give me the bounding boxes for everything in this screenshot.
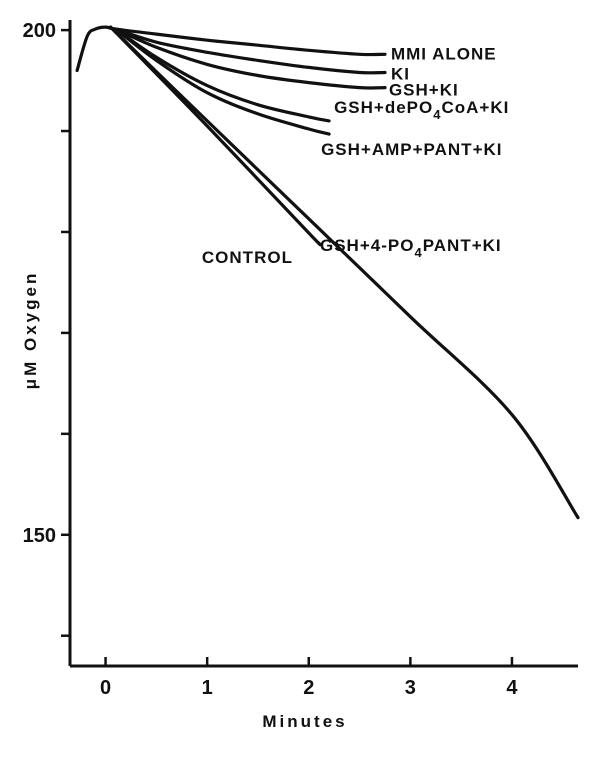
series-line-6 xyxy=(109,25,322,247)
series-label-6: CONTROL xyxy=(202,248,293,267)
series-label-4: GSH+AMP+PANT+KI xyxy=(321,140,502,159)
series-lines xyxy=(75,25,580,520)
series-line-1 xyxy=(114,27,387,75)
tick-labels: 150 200 0 1 2 3 4 xyxy=(23,20,519,699)
series-line-3 xyxy=(114,27,331,123)
x-tick-label: 0 xyxy=(100,677,111,699)
series-line-4 xyxy=(114,27,331,136)
ticks xyxy=(61,28,514,666)
x-tick-label: 3 xyxy=(405,677,416,699)
y-tick-label: 200 xyxy=(23,20,56,42)
x-axis-title: Minutes xyxy=(262,712,347,731)
series-line-2 xyxy=(114,27,387,90)
y-axis-title: μM Oxygen xyxy=(21,271,40,390)
axes xyxy=(68,20,578,668)
series-label-2: GSH+KI xyxy=(389,81,459,100)
series-label-0: MMI ALONE xyxy=(391,44,497,63)
series-label-3: GSH+dePO4CoA+KI xyxy=(334,98,509,122)
series-line-5 xyxy=(109,25,580,520)
series-line-0 xyxy=(75,25,387,73)
x-tick-label: 4 xyxy=(506,677,518,699)
series-label-5: GSH+4-PO4PANT+KI xyxy=(320,236,502,260)
x-tick-label: 1 xyxy=(202,677,213,699)
x-tick-label: 2 xyxy=(303,677,314,699)
y-tick-label: 150 xyxy=(23,525,56,547)
series-label-1: KI xyxy=(391,64,410,83)
